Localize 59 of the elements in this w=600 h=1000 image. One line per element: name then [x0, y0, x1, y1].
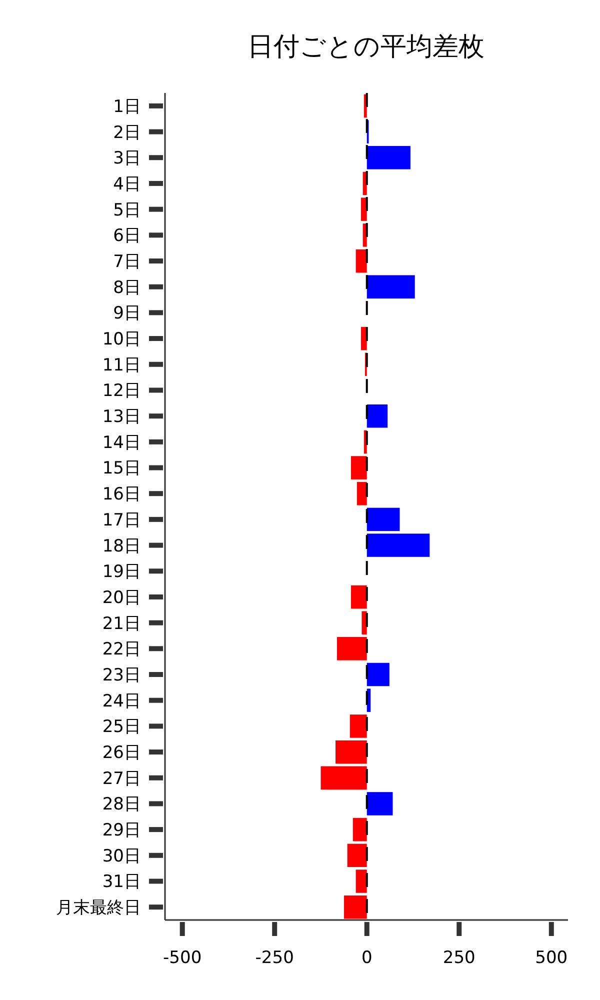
bar: [356, 249, 367, 273]
y-tick-label: 11日: [102, 355, 141, 376]
y-tick-label: 29日: [102, 820, 141, 841]
y-tick-label: 8日: [113, 278, 141, 298]
y-tick-label: 4日: [113, 174, 141, 194]
bar: [366, 662, 390, 686]
bar: [350, 714, 367, 738]
bar: [366, 275, 415, 298]
bar: [351, 456, 367, 480]
bar: [366, 534, 430, 557]
y-tick-label: 15日: [102, 458, 141, 479]
bar: [344, 895, 367, 919]
y-tick-label: 17日: [102, 510, 141, 530]
bar: [336, 637, 367, 660]
y-tick-label: 23日: [102, 665, 141, 686]
y-tick-label: 7日: [113, 252, 141, 272]
bar: [366, 508, 400, 532]
bar: [351, 585, 367, 609]
bar: [352, 818, 367, 842]
y-tick-label: 21日: [102, 614, 141, 634]
bar: [336, 740, 367, 764]
bar: [366, 792, 393, 816]
y-tick-label: 24日: [102, 691, 141, 712]
y-tick-label: 13日: [102, 407, 141, 428]
y-tick-label: 20日: [102, 588, 141, 608]
y-tick-label: 3日: [113, 148, 141, 169]
y-tick-label: 6日: [113, 226, 141, 246]
y-tick-label: 1日: [113, 96, 141, 117]
bar: [320, 766, 367, 790]
bar: [366, 404, 388, 428]
y-tick-label: 9日: [113, 304, 141, 324]
bar: [356, 482, 367, 506]
chart-title: 日付ごとの平均差枚: [248, 32, 484, 62]
y-tick-label: 16日: [102, 484, 141, 505]
y-tick-label: 28日: [102, 794, 141, 815]
y-tick-label: 22日: [102, 640, 141, 660]
y-tick-label: 27日: [102, 768, 141, 789]
bar: [360, 326, 367, 350]
y-tick-label: 31日: [102, 872, 141, 892]
bar: [366, 146, 410, 170]
y-tick-label: 19日: [102, 562, 141, 582]
bar: [356, 870, 367, 893]
y-tick-label: 30日: [102, 846, 141, 866]
bar: [360, 198, 367, 221]
y-tick-label: 5日: [113, 200, 141, 220]
y-tick-label: 18日: [102, 536, 141, 556]
y-tick-label: 26日: [102, 743, 141, 764]
y-tick-label: 月末最終日: [56, 898, 141, 918]
x-tick-label: -500: [163, 948, 202, 968]
y-tick-label: 2日: [113, 122, 141, 143]
y-tick-label: 10日: [102, 330, 141, 350]
x-tick-label: 0: [361, 948, 372, 968]
y-tick-label: 25日: [102, 717, 141, 738]
x-tick-label: 500: [535, 948, 568, 968]
y-tick-label: 12日: [102, 381, 141, 402]
x-tick-label: 250: [442, 948, 476, 968]
x-tick-label: -250: [255, 948, 294, 968]
y-tick-label: 14日: [102, 432, 141, 453]
bar: [347, 844, 367, 868]
